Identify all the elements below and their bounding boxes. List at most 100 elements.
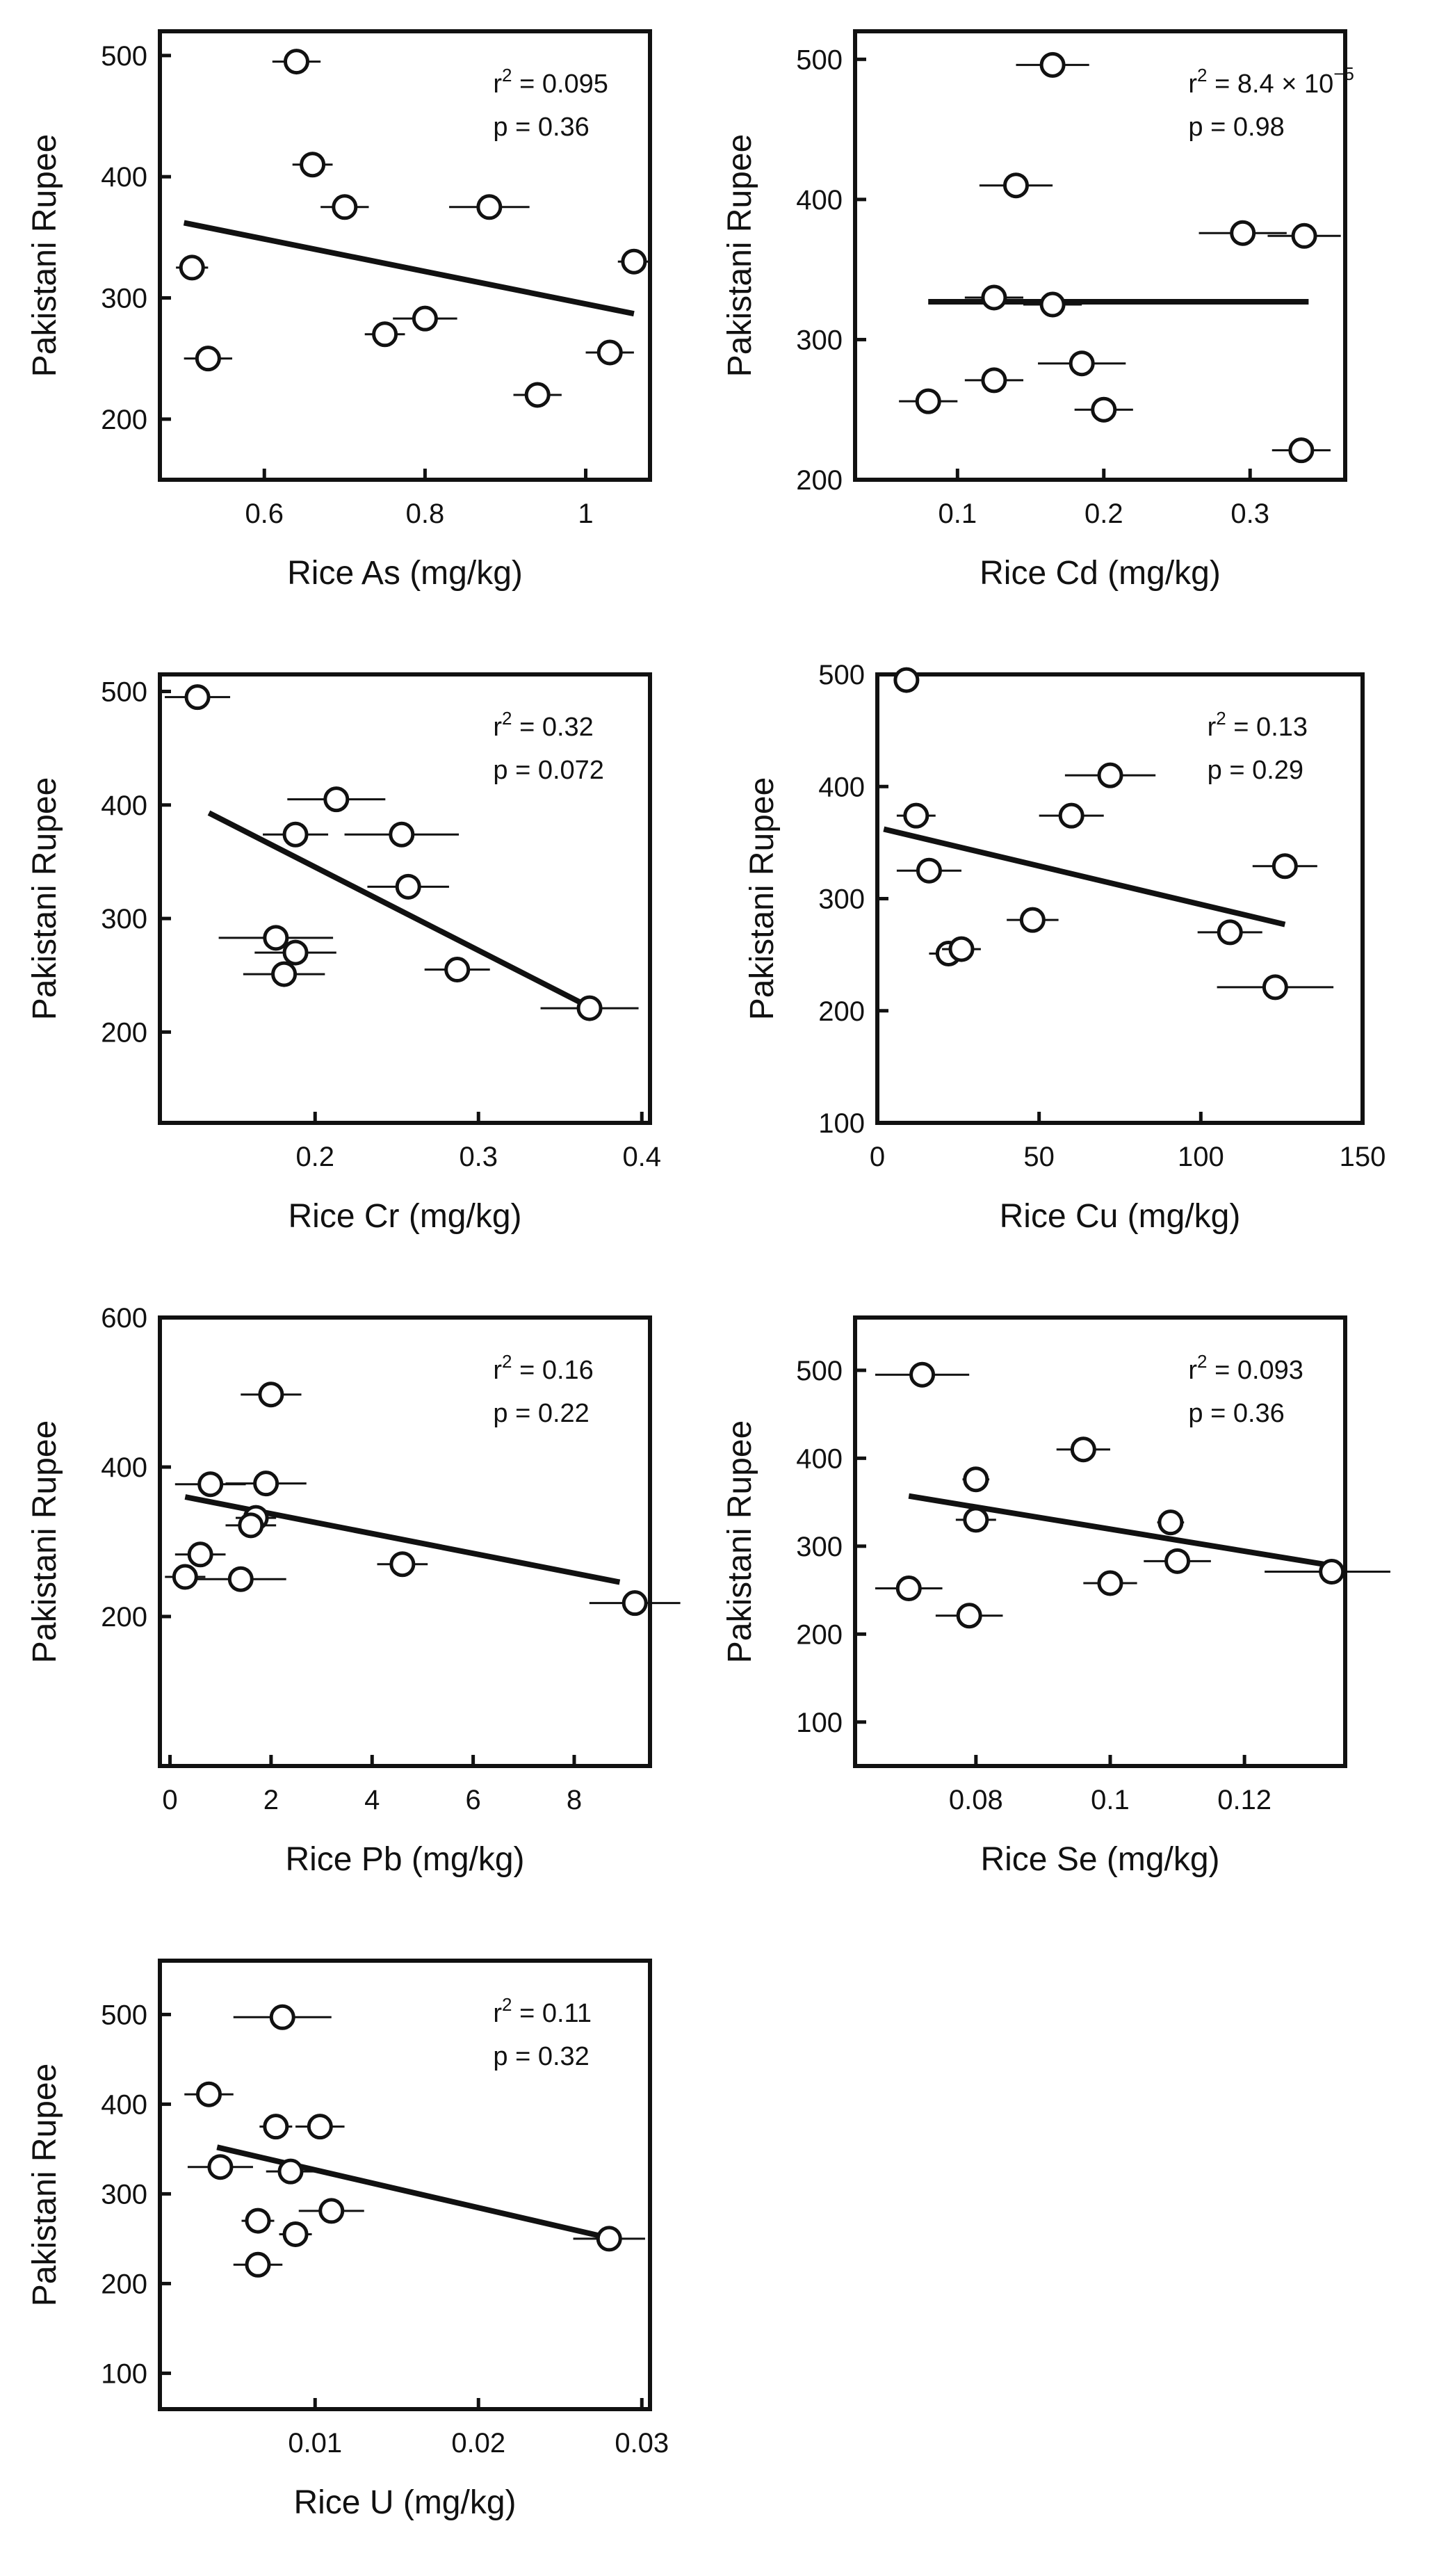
r-label: r (493, 1356, 502, 1385)
r-squared-value: = 0.093 (1208, 1356, 1303, 1385)
data-point (323, 786, 350, 813)
y-axis-label: Pakistani Rupee (26, 777, 63, 1021)
scatter-plot: 0.2 0.3 0.4 200 300 400 500 Rice Cr (mg/kg) Paki… (26, 672, 661, 1235)
r-squared-value: = 0.095 (512, 70, 608, 99)
data-point (981, 284, 1007, 311)
plot-frame (853, 29, 1347, 482)
data-point (197, 1471, 224, 1498)
x-axis-label: Rice Cd (mg/kg) (980, 555, 1221, 592)
data-point (1097, 762, 1123, 788)
y-tick-label: 500 (101, 41, 147, 72)
data-point (300, 152, 326, 178)
x-tick-label: 2 (263, 1785, 279, 1815)
y-tick-label: 300 (796, 1532, 843, 1562)
data-point (1019, 907, 1046, 933)
data-point (372, 321, 398, 348)
y-axis-label: Pakistani Rupee (26, 134, 63, 378)
data-point (1097, 1570, 1123, 1596)
r-label: r (493, 70, 502, 99)
r-squared-value: = 0.13 (1226, 713, 1308, 742)
data-point (282, 821, 309, 848)
r-squared-value: = 0.16 (512, 1356, 594, 1385)
data-point (318, 2198, 345, 2224)
x-tick-label: 0.2 (1084, 499, 1123, 529)
data-point (1262, 974, 1288, 1001)
r-squared-exponent: −5 (1333, 63, 1354, 84)
r-squared-value: = 0.32 (512, 713, 594, 742)
data-point (207, 2154, 234, 2180)
data-point (1271, 853, 1298, 880)
y-tick-label: 300 (101, 284, 147, 314)
y-tick-label: 300 (818, 884, 865, 915)
r-label: r (493, 1999, 502, 2028)
data-point (916, 857, 942, 884)
data-point (245, 2251, 271, 2278)
p-value-label: p = 0.36 (1188, 1399, 1284, 1428)
r-superscript: 2 (1216, 708, 1226, 729)
data-point (263, 925, 289, 951)
r-superscript: 2 (502, 65, 512, 86)
scatter-panel: 0.08 0.1 0.12 100 200 300 400 500 Rice Se (mg/kg… (695, 1286, 1399, 1929)
y-tick-label: 400 (818, 772, 865, 802)
plot-frame (158, 672, 652, 1125)
p-value-label: p = 0.36 (493, 113, 589, 142)
x-tick-label: 0.02 (451, 2428, 505, 2458)
r-superscript: 2 (1197, 1351, 1207, 1372)
data-point (1058, 802, 1084, 829)
p-value-label: p = 0.072 (493, 756, 604, 785)
y-tick-label: 400 (796, 185, 843, 216)
y-axis-label: Pakistani Rupee (744, 777, 781, 1021)
data-point (1217, 919, 1243, 946)
r-squared-value: = 8.4 × 10 (1208, 70, 1334, 99)
data-point (245, 2208, 271, 2234)
y-tick-label: 300 (101, 904, 147, 934)
x-tick-label: 0 (870, 1142, 885, 1172)
x-axis-label: Rice Se (mg/kg) (980, 1841, 1219, 1878)
y-tick-label: 100 (101, 2358, 147, 2389)
data-point (1002, 172, 1029, 199)
scatter-panel: 0.1 0.2 0.3 200 300 400 500 Rice Cd (mg/kg) Paki… (695, 0, 1390, 643)
regression-line (183, 220, 635, 317)
data-point (903, 802, 929, 829)
data-point (963, 1507, 989, 1533)
r-squared-value: = 0.11 (512, 1999, 592, 2028)
data-point (1288, 437, 1315, 464)
data-point (271, 961, 298, 987)
scatter-panel: 0.6 0.8 1 200 300 400 500 Rice As (mg/kg) Pakist… (0, 0, 695, 643)
y-tick-label: 500 (101, 677, 147, 707)
x-tick-label: 50 (1023, 1142, 1055, 1172)
data-point (621, 248, 647, 275)
x-tick-label: 6 (465, 1785, 480, 1815)
data-point (963, 1466, 989, 1493)
x-tick-label: 0.12 (1217, 1785, 1271, 1815)
r-superscript: 2 (502, 1351, 512, 1372)
y-tick-label: 200 (818, 996, 865, 1027)
data-point (282, 2221, 309, 2247)
scatter-plot: 0 50 100 150 100 200 300 400 500 Rice Cu (mg/kg) P… (744, 660, 1386, 1235)
x-tick-label: 0.1 (939, 499, 977, 529)
data-point (1164, 1548, 1191, 1574)
x-tick-label: 0.3 (1230, 499, 1269, 529)
y-tick-label: 400 (101, 791, 147, 821)
data-point (1069, 350, 1095, 377)
plot-frame (158, 1315, 652, 1768)
y-tick-label: 300 (796, 325, 843, 355)
data-point (895, 1575, 922, 1602)
y-tick-label: 400 (101, 1452, 147, 1483)
y-tick-label: 400 (796, 1443, 843, 1474)
x-axis-label: Rice As (mg/kg) (287, 555, 523, 592)
r-squared-label: r2 = 0.11 (493, 1994, 592, 2028)
x-tick-label: 0.08 (949, 1785, 1003, 1815)
x-tick-label: 0 (162, 1785, 177, 1815)
x-tick-label: 0.03 (615, 2428, 669, 2458)
data-point (444, 957, 471, 983)
data-point (476, 194, 503, 220)
data-point (227, 1566, 254, 1592)
x-axis-label: Rice U (mg/kg) (293, 2484, 516, 2521)
data-point (621, 1590, 648, 1617)
x-tick-label: 0.3 (459, 1142, 498, 1172)
data-point (258, 1382, 284, 1408)
scatter-plot: 0 2 4 6 8 200 400 600 Rice Pb (mg/kg) Pakistani R… (26, 1303, 681, 1878)
p-value-label: p = 0.98 (1188, 113, 1284, 142)
